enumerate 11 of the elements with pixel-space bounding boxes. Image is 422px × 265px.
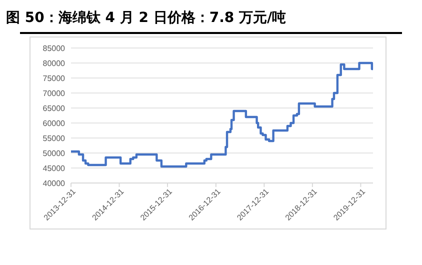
y-tick-label: 75000 [42,74,66,83]
y-tick-label: 40000 [42,178,66,188]
y-tick-label: 70000 [42,88,66,98]
y-tick-label: 45000 [42,164,66,173]
y-tick-label: 55000 [42,134,66,143]
y-tick-label: 65000 [42,104,66,113]
chart-title: 图 50：海绵钛 4 月 2 日价格：7.8 万元/吨 [6,10,286,26]
y-tick-label: 50000 [42,148,66,158]
y-tick-label: 80000 [42,58,66,68]
y-tick-label: 60000 [42,118,66,128]
y-tick-label: 85000 [42,44,66,53]
